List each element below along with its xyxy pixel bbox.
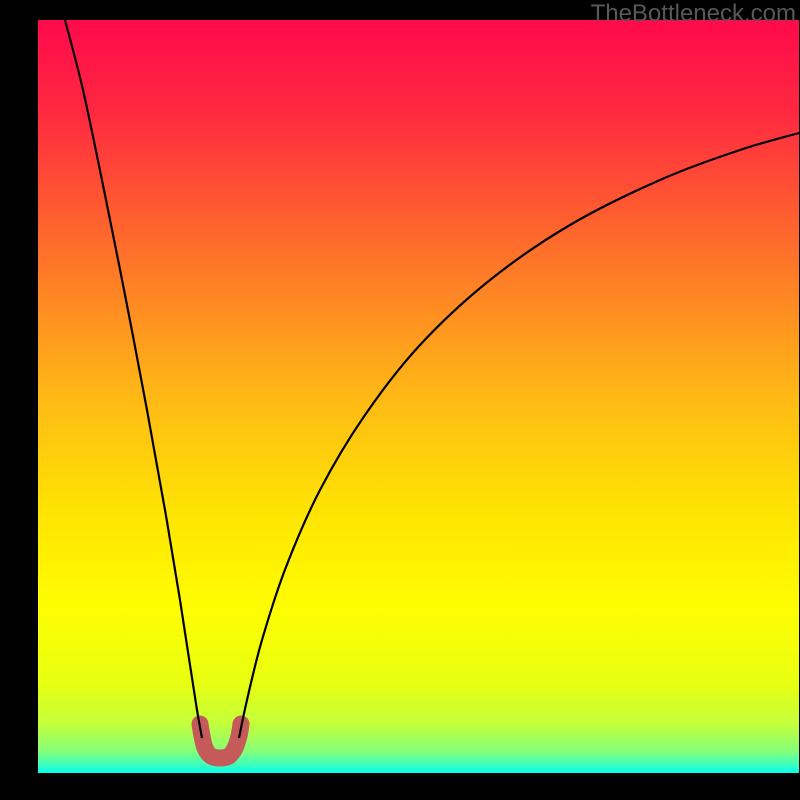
gradient-plot-area xyxy=(38,20,799,773)
chart-container: TheBottleneck.com xyxy=(0,0,800,800)
watermark-text: TheBottleneck.com xyxy=(591,0,796,28)
